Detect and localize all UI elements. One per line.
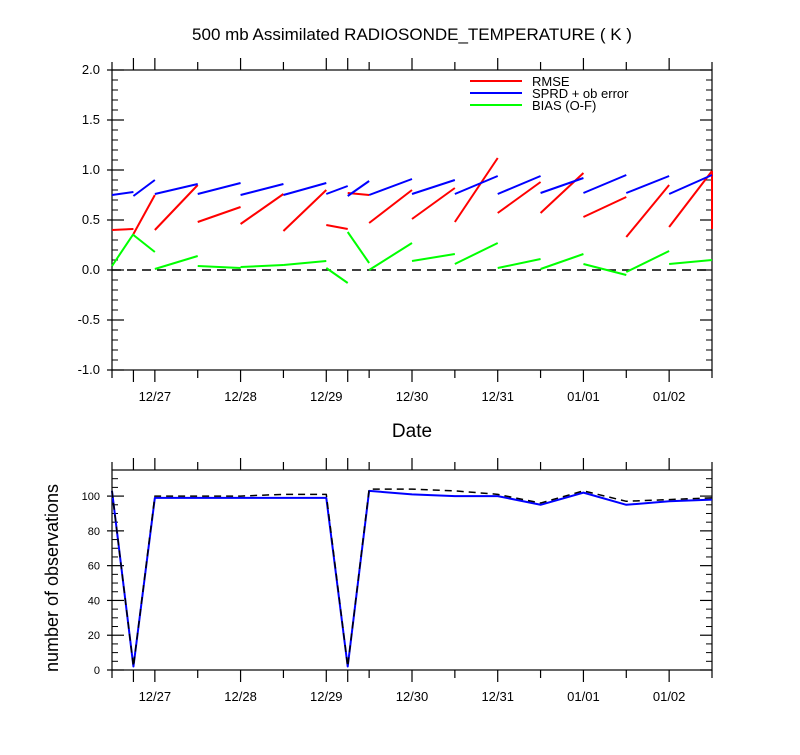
series-line-segment — [368, 178, 413, 196]
series-line-segment — [625, 184, 670, 238]
series-line-segment — [197, 182, 241, 195]
chart-title: 500 mb Assimilated RADIOSONDE_TEMPERATUR… — [192, 25, 632, 44]
series-2-group — [111, 231, 713, 284]
series-line-segment — [454, 157, 499, 223]
series-line-segment — [325, 185, 349, 195]
series-line-segment — [583, 263, 627, 276]
top-x-tick-label: 12/31 — [481, 389, 514, 404]
top-y-tick-label: 0.0 — [82, 262, 100, 277]
series-line-segment — [240, 183, 284, 196]
series-line-segment — [283, 182, 327, 196]
series-1-group — [111, 174, 713, 197]
series-line-segment — [411, 187, 456, 220]
bottom-y-tick-label: 100 — [82, 491, 100, 503]
bottom-y-tick-label: 80 — [88, 526, 100, 538]
series-line-segment — [111, 228, 134, 231]
series-line-segment — [111, 233, 135, 267]
bottom-x-tick-label: 12/29 — [310, 689, 343, 704]
series-line-segment — [454, 242, 499, 265]
series-line-segment — [154, 184, 199, 231]
series-line-segment — [239, 193, 285, 225]
series-line-segment — [154, 183, 198, 195]
series-line-segment — [539, 172, 585, 214]
series-line-segment — [154, 255, 199, 270]
series-line-segment — [497, 175, 541, 195]
series-line-segment — [326, 224, 348, 230]
bottom-x-tick-label: 01/01 — [567, 689, 600, 704]
legend-label: SPRD + ob error — [532, 86, 629, 101]
bottom-x-tick-label: 12/27 — [139, 689, 172, 704]
series-line-segment — [197, 265, 241, 269]
series-line-segment — [497, 258, 541, 269]
series-line-segment — [540, 177, 584, 194]
top-y-tick-label: 1.0 — [82, 162, 100, 177]
series-line-segment — [132, 194, 156, 235]
bottom-x-tick-label: 12/28 — [224, 689, 257, 704]
x-axis-label: Date — [392, 421, 432, 442]
top-x-tick-label: 01/02 — [653, 389, 686, 404]
series-line-segment — [132, 179, 156, 197]
top-x-tick-label: 01/01 — [567, 389, 600, 404]
series-line-segment — [454, 175, 499, 195]
series-0-group — [111, 157, 713, 238]
series-line-segment — [346, 231, 370, 264]
series-line-segment — [583, 174, 627, 194]
top-x-tick-label: 12/29 — [310, 389, 343, 404]
top-y-tick-label: 2.0 — [82, 62, 100, 77]
bottom-y-tick-label: 0 — [94, 665, 100, 677]
series-line-segment — [625, 175, 670, 194]
series-line-segment — [411, 253, 456, 262]
bottom-panel: 0 20 40 60 80 100 12/27 12/28 12/29 12/30 12/31 01/… — [82, 458, 713, 704]
bottom-y-tick-label: 60 — [88, 561, 100, 573]
series-line-segment — [497, 181, 542, 214]
top-panel: -1.0 -0.5 0.0 0.5 1.0 1.5 2.0 12/27 12/28 12/29 12… — [78, 58, 713, 404]
series-line-segment — [325, 267, 349, 284]
top-x-tick-label: 12/28 — [224, 389, 257, 404]
series-line-segment — [625, 250, 670, 273]
series-line-segment — [368, 189, 413, 224]
top-y-tick-label: 0.5 — [82, 212, 100, 227]
bottom-y-tick-label: 20 — [88, 630, 100, 642]
series-line-segment — [240, 264, 284, 268]
series-line-segment — [411, 179, 456, 195]
series-line-segment — [669, 259, 713, 265]
top-y-tick-label: -1.0 — [78, 362, 100, 377]
y-axis-label-observations: number of observations — [42, 484, 62, 672]
top-x-tick-label: 12/27 — [139, 389, 172, 404]
series-line-segment — [132, 234, 156, 253]
top-y-tick-label: 1.5 — [82, 112, 100, 127]
top-x-tick-label: 12/30 — [396, 389, 429, 404]
series-line-segment — [111, 191, 134, 196]
series-line-segment — [540, 253, 584, 270]
series-line-segment — [668, 174, 713, 195]
top-y-tick-label: -0.5 — [78, 312, 100, 327]
observations-series-line — [111, 489, 713, 668]
bottom-y-tick-label: 40 — [88, 595, 100, 607]
legend-label: BIAS (O-F) — [532, 98, 596, 113]
series-line-segment — [368, 242, 413, 271]
bottom-x-tick-label: 01/02 — [653, 689, 686, 704]
bottom-x-tick-label: 12/30 — [396, 689, 429, 704]
observations-series-line — [111, 488, 713, 668]
series-line-segment — [283, 260, 327, 266]
series-line-segment — [668, 170, 713, 228]
series-line-segment — [347, 180, 370, 197]
series-line-segment — [282, 189, 327, 232]
bottom-x-tick-label: 12/31 — [481, 689, 514, 704]
series-line-segment — [197, 206, 241, 223]
series-line-segment — [583, 196, 627, 218]
legend-label: RMSE — [532, 74, 570, 89]
